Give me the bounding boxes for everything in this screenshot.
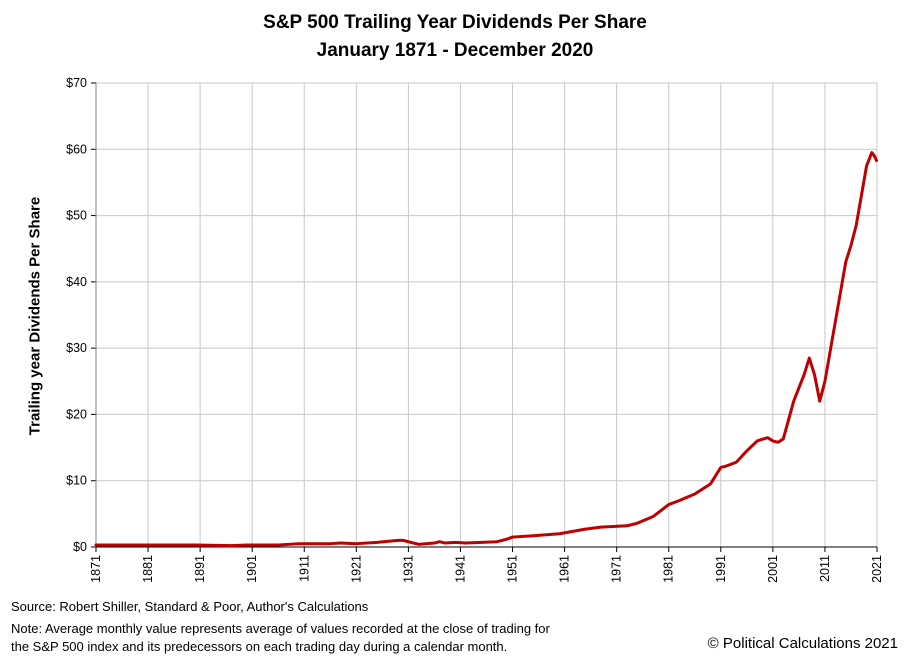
x-tick-label: 1871	[89, 555, 103, 583]
x-tick-label: 1891	[193, 555, 207, 583]
note-line-2: the S&P 500 index and its predecessors o…	[11, 639, 508, 654]
y-tick-label: $20	[66, 407, 87, 421]
x-tick-label: 2011	[818, 555, 832, 582]
x-tick-label: 1901	[245, 555, 259, 583]
note-line-1: Note: Average monthly value represents a…	[11, 621, 550, 636]
y-tick-label: $40	[66, 275, 87, 289]
x-tick-label: 2021	[870, 555, 884, 583]
x-tick-label: 1921	[349, 555, 363, 583]
x-tick-label: 1931	[401, 555, 415, 583]
y-tick-label: $30	[66, 341, 87, 355]
x-tick-label: 1951	[506, 555, 520, 583]
x-tick-label: 1941	[453, 555, 467, 583]
y-tick-label: $50	[66, 209, 87, 223]
y-tick-label: $70	[66, 76, 87, 90]
copyright: © Political Calculations 2021	[707, 635, 898, 652]
x-tick-label: 1911	[297, 555, 311, 582]
x-tick-label: 2001	[766, 555, 780, 583]
chart-subtitle: January 1871 - December 2020	[316, 40, 594, 61]
chart-title: S&P 500 Trailing Year Dividends Per Shar…	[263, 12, 647, 33]
x-tick-label: 1991	[714, 555, 728, 583]
y-tick-label: $10	[66, 474, 87, 488]
y-tick-label: $60	[66, 142, 87, 156]
x-tick-label: 1961	[558, 555, 572, 583]
y-tick-label: $0	[73, 540, 87, 554]
x-tick-label: 1971	[610, 555, 624, 583]
x-tick-label: 1881	[141, 555, 155, 583]
x-tick-label: 1981	[662, 555, 676, 583]
dividends-series-line	[94, 151, 878, 548]
source-note: Source: Robert Shiller, Standard & Poor,…	[11, 599, 369, 614]
